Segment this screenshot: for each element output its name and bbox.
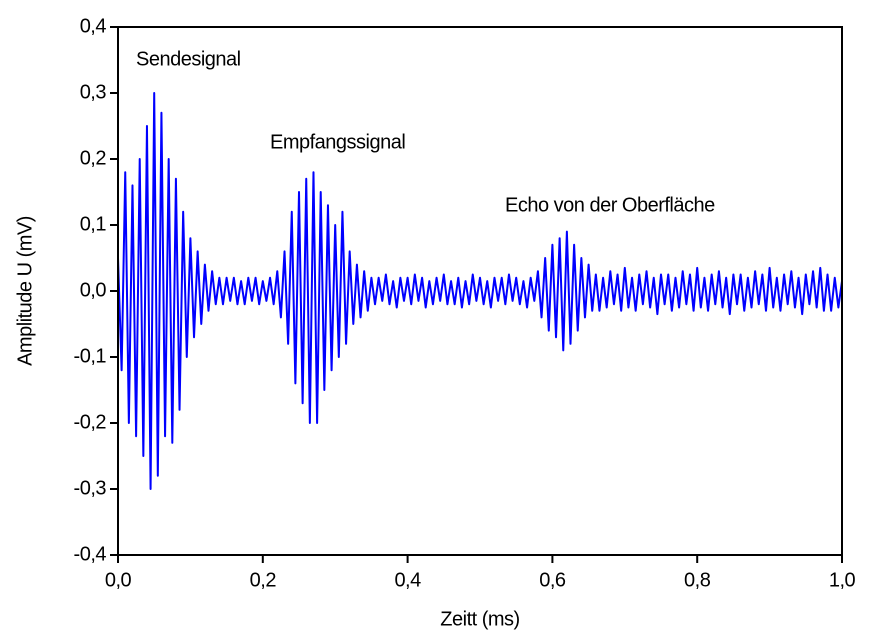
x-tick-label: 0,4 — [394, 569, 421, 591]
annotation: Echo von der Oberfläche — [505, 194, 715, 216]
y-tick-label: 0,3 — [80, 81, 107, 103]
y-tick-label: 0,2 — [80, 147, 107, 169]
y-tick-label: 0,4 — [80, 15, 107, 37]
y-tick-label: -0,3 — [74, 477, 107, 499]
annotation: Empfangssignal — [270, 131, 405, 153]
y-tick-label: -0,4 — [74, 543, 107, 565]
annotation: Sendesignal — [136, 48, 241, 70]
y-tick-label: -0,2 — [74, 411, 107, 433]
y-tick-label: 0,1 — [80, 213, 107, 235]
plot-frame — [117, 26, 843, 556]
signal-line — [117, 92, 843, 490]
y-tick-label: 0,0 — [80, 279, 107, 301]
x-tick-label: 1,0 — [829, 569, 856, 591]
x-tick-label: 0,0 — [105, 569, 132, 591]
y-axis-label: Amplitude U (mV) — [14, 216, 36, 366]
x-tick-label: 0,6 — [539, 569, 566, 591]
x-tick-label: 0,2 — [250, 569, 277, 591]
x-axis-label: Zeitt (ms) — [440, 608, 519, 630]
y-tick-label: -0,1 — [74, 345, 107, 367]
x-tick-label: 0,8 — [684, 569, 711, 591]
